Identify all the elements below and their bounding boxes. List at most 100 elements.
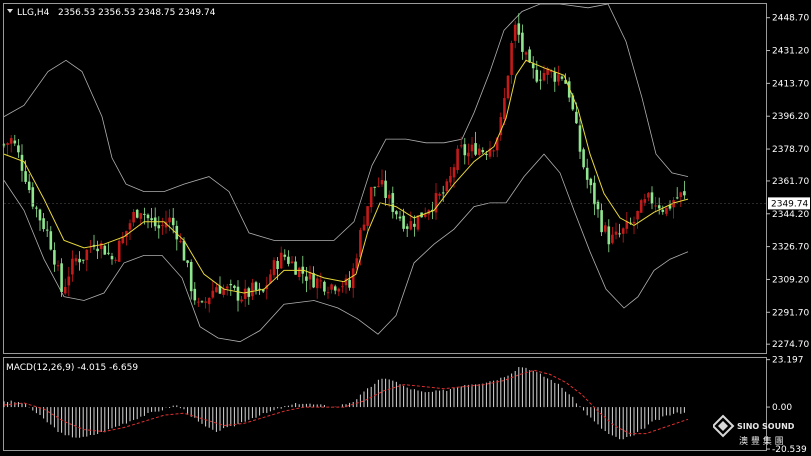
candle: [326, 286, 330, 299]
candle: [150, 207, 153, 228]
candle: [611, 226, 614, 245]
candle: [517, 13, 521, 43]
candle: [121, 231, 125, 245]
candle: [254, 280, 258, 295]
candle: [474, 131, 477, 156]
candle: [297, 266, 301, 281]
candles: [2, 13, 686, 313]
candle: [380, 169, 384, 187]
candle: [287, 250, 290, 267]
candle: [510, 40, 513, 84]
macd-plot[interactable]: [3, 367, 689, 440]
candle: [434, 183, 438, 220]
candle: [96, 240, 99, 260]
candle: [362, 216, 366, 232]
candle: [186, 260, 189, 268]
candle: [207, 297, 211, 313]
candle: [211, 280, 215, 299]
candle: [233, 284, 236, 291]
candle: [567, 77, 571, 103]
candle: [114, 257, 117, 264]
price-tick-label: 2309.20: [772, 275, 809, 285]
candle: [423, 207, 427, 219]
price-tick-label: 2326.70: [772, 243, 809, 253]
candle: [409, 211, 413, 231]
candle: [679, 191, 683, 207]
candle: [63, 278, 67, 295]
macd-signal-line: [3, 369, 689, 435]
candle: [56, 260, 60, 272]
candle: [456, 145, 459, 174]
candle: [74, 254, 78, 266]
candle: [337, 287, 341, 297]
candle: [330, 283, 333, 294]
candle: [499, 112, 503, 141]
candle: [49, 226, 53, 251]
candle: [107, 243, 110, 256]
candle: [560, 75, 564, 81]
candle: [45, 221, 49, 238]
candle: [405, 223, 409, 238]
candle: [665, 207, 668, 217]
candle: [251, 278, 254, 301]
candle: [636, 210, 639, 229]
candle: [621, 227, 625, 243]
candle: [539, 70, 542, 90]
candle: [323, 280, 326, 296]
candle: [6, 142, 9, 155]
candle: [557, 65, 560, 86]
candle: [470, 136, 474, 159]
candle: [639, 198, 643, 213]
candle: [99, 240, 103, 259]
watermark-cjk: 澳 豐 集 團: [739, 435, 784, 447]
candle: [402, 208, 405, 232]
price-tick-label: 2396.20: [772, 112, 809, 122]
candle: [312, 266, 315, 289]
candle: [503, 87, 506, 126]
macd-histogram: [3, 367, 685, 440]
candle: [197, 297, 200, 307]
macd-tick-label: -20.539: [772, 445, 807, 455]
current-price-box: [768, 197, 810, 210]
candle: [27, 174, 31, 194]
candle: [438, 192, 441, 200]
candle: [596, 199, 600, 218]
candle: [272, 257, 276, 278]
current-price-label: 2349.74: [771, 199, 808, 209]
watermark-logo: SINO SOUND 澳 豐 集 團: [713, 414, 795, 447]
candle: [585, 158, 589, 189]
candle: [521, 24, 524, 60]
candle: [416, 215, 420, 232]
candle: [384, 170, 387, 206]
candle: [60, 258, 63, 297]
bollinger-upper-line: [3, 3, 689, 241]
main-chart-frame: [3, 3, 767, 354]
candle: [240, 295, 243, 304]
candle: [657, 197, 661, 215]
candle: [341, 281, 344, 293]
candle: [164, 210, 168, 234]
candle: [117, 238, 121, 262]
price-tick-label: 2361.70: [772, 177, 809, 187]
candle: [17, 139, 20, 158]
ohlc-values: 2356.53 2356.53 2348.75 2349.74: [58, 8, 216, 18]
candle: [459, 136, 463, 149]
candle: [593, 175, 596, 216]
price-tick-label: 2448.70: [772, 14, 809, 24]
watermark-brand: SINO SOUND: [737, 422, 795, 431]
candle: [157, 216, 161, 239]
moving-average-line: [3, 59, 689, 294]
price-tick-label: 2274.70: [772, 340, 809, 350]
candle: [283, 249, 287, 261]
candle: [463, 137, 467, 165]
candle: [366, 206, 369, 231]
candle: [2, 143, 6, 148]
candle-plot[interactable]: [2, 3, 689, 343]
macd-frame: [3, 357, 767, 451]
candle: [614, 222, 618, 240]
triangle-down-icon[interactable]: [7, 9, 13, 13]
candle: [35, 205, 38, 218]
candle: [528, 46, 531, 64]
symbol-timeframe: LLG,H4: [17, 8, 50, 18]
candle: [222, 284, 225, 298]
